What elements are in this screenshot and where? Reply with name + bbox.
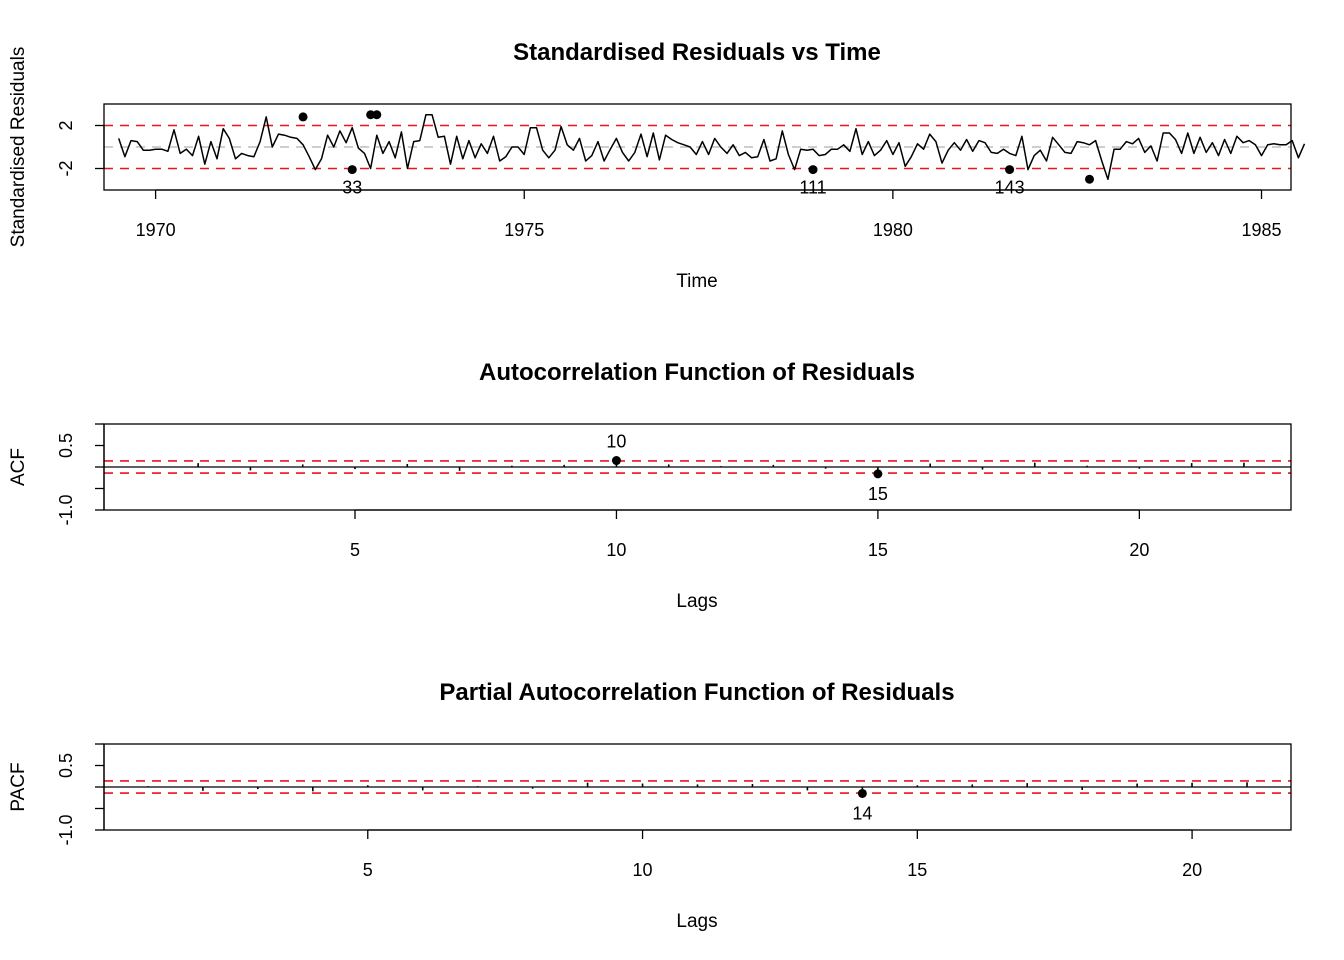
acf-x-tick-label: 20 (1129, 540, 1149, 560)
outlier-label: 143 (995, 178, 1025, 198)
acf-significant-point (873, 469, 883, 479)
acf-x-tick-label: 10 (606, 540, 626, 560)
outlier-point (347, 165, 357, 175)
x-tick-label: 1970 (136, 220, 176, 240)
outlier-point (298, 112, 308, 122)
residuals-x-label: Time (676, 271, 718, 292)
residuals-title: Standardised Residuals vs Time (513, 39, 881, 66)
pacf-x-tick-label: 5 (363, 860, 373, 880)
pacf-x-tick-label: 20 (1182, 860, 1202, 880)
pacf-x-tick-label: 15 (907, 860, 927, 880)
pacf-data-layer: 14 5 10 15 20 -1.0 0.5 (56, 743, 1291, 880)
acf-x-tick-label: 5 (350, 540, 360, 560)
pacf-x-label: Lags (676, 911, 717, 932)
acf-x-label: Lags (676, 591, 717, 612)
pacf-y-tick-label: 0.5 (56, 753, 76, 778)
acf-y-tick-label: 0.5 (56, 433, 76, 458)
x-tick-label: 1985 (1241, 220, 1281, 240)
pacf-panel: Partial Autocorrelation Function of Resi… (8, 679, 1292, 932)
outlier-label: 33 (342, 178, 362, 198)
outlier-point (372, 110, 382, 120)
outlier-point (808, 165, 818, 175)
pacf-point-label: 14 (852, 803, 872, 823)
pacf-x-tick-label: 10 (633, 860, 653, 880)
y-tick-label: 2 (56, 120, 76, 130)
pacf-title: Partial Autocorrelation Function of Resi… (439, 679, 954, 706)
pacf-significant-point (857, 788, 867, 798)
residual-series-line (117, 114, 1306, 181)
pacf-y-label: PACF (8, 762, 29, 811)
residuals-y-label: Standardised Residuals (8, 47, 29, 248)
acf-data-layer: 10 15 5 10 15 20 -1.0 0.5 (56, 423, 1291, 560)
residuals-plot-frame (103, 103, 1292, 191)
outlier-point (1085, 174, 1095, 184)
acf-point-label: 15 (868, 484, 888, 504)
residuals-panel: Standardised Residuals vs Time Time Stan… (8, 39, 1306, 292)
pacf-plot-frame (103, 743, 1292, 831)
acf-title: Autocorrelation Function of Residuals (479, 359, 915, 386)
residuals-data-layer: 33 111 143 1970 1975 1980 1985 -2 2 (56, 110, 1306, 240)
acf-point-label: 10 (606, 432, 626, 452)
acf-panel: Autocorrelation Function of Residuals La… (8, 359, 1292, 612)
outlier-label: 111 (799, 178, 826, 198)
pacf-y-tick-label: -1.0 (56, 814, 76, 845)
y-tick-label: -2 (56, 160, 76, 176)
acf-plot-frame (103, 423, 1292, 511)
outlier-point (1005, 165, 1015, 175)
x-tick-label: 1980 (873, 220, 913, 240)
acf-y-tick-label: -1.0 (56, 494, 76, 525)
acf-y-label: ACF (8, 448, 29, 486)
acf-significant-point (611, 456, 621, 466)
x-tick-label: 1975 (504, 220, 544, 240)
acf-x-tick-label: 15 (868, 540, 888, 560)
